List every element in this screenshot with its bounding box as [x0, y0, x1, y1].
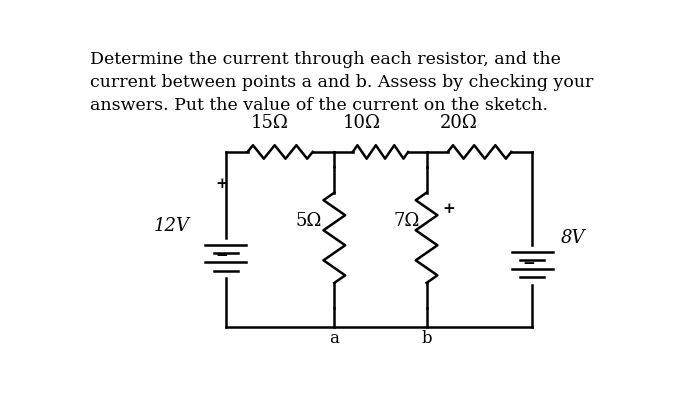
Text: 7Ω: 7Ω: [393, 212, 420, 230]
Text: 10Ω: 10Ω: [342, 114, 381, 132]
Text: Determine the current through each resistor, and the: Determine the current through each resis…: [90, 51, 561, 68]
Text: +: +: [216, 177, 228, 191]
Text: +: +: [442, 202, 454, 216]
Text: b: b: [421, 330, 432, 347]
Text: a: a: [330, 330, 340, 347]
Text: −: −: [522, 257, 535, 271]
Text: 15Ω: 15Ω: [251, 114, 288, 132]
Text: 8V: 8V: [561, 229, 585, 247]
Text: 20Ω: 20Ω: [440, 114, 478, 132]
Text: current between points a and b. Assess by checking your: current between points a and b. Assess b…: [90, 74, 594, 91]
Text: −: −: [216, 249, 228, 263]
Text: answers. Put the value of the current on the sketch.: answers. Put the value of the current on…: [90, 97, 548, 114]
Text: 12V: 12V: [153, 217, 190, 234]
Text: 5Ω: 5Ω: [295, 212, 322, 230]
